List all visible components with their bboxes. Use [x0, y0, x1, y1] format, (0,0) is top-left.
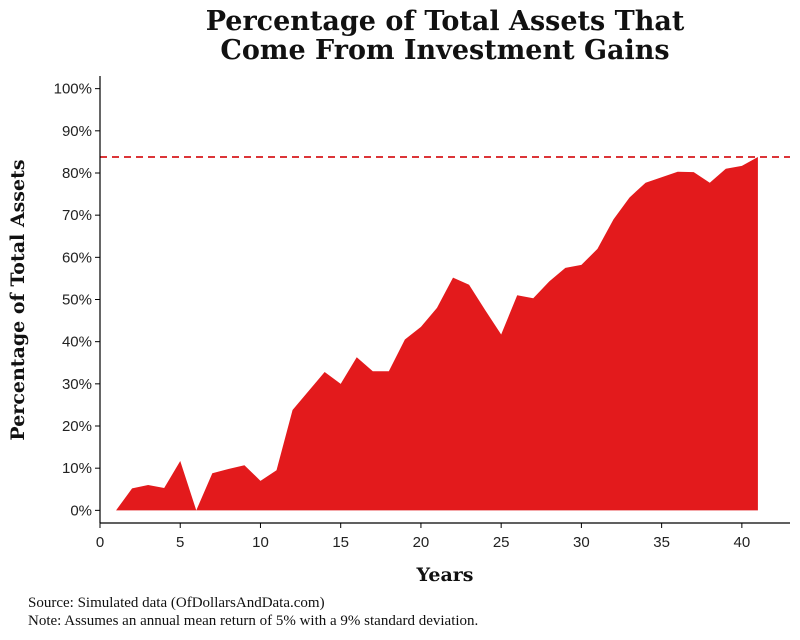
x-tick-label: 20	[413, 534, 430, 551]
y-tick-label: 10%	[62, 460, 92, 477]
y-tick-label: 80%	[62, 165, 92, 182]
chart-title-line-1: Percentage of Total Assets That	[206, 6, 685, 37]
x-axis-ticks: 0 5 10 15 20 25 30 35 40	[96, 523, 750, 551]
plot-area	[100, 156, 790, 511]
x-tick-label: 0	[96, 534, 104, 551]
y-tick-label: 0%	[70, 502, 92, 519]
x-tick-label: 5	[176, 534, 184, 551]
chart-title-line-2: Come From Investment Gains	[220, 35, 669, 66]
y-tick-label: 30%	[62, 376, 92, 393]
x-tick-label: 10	[252, 534, 269, 551]
y-tick-label: 90%	[62, 123, 92, 140]
y-tick-label: 20%	[62, 418, 92, 435]
y-axis-ticks: 0% 10% 20% 30% 40% 50% 60% 70% 80% 90% 100%	[54, 81, 100, 519]
x-tick-label: 40	[734, 534, 751, 551]
x-tick-label: 25	[493, 534, 510, 551]
y-tick-label: 60%	[62, 249, 92, 266]
source-caption: Source: Simulated data (OfDollarsAndData…	[28, 595, 325, 611]
area-series	[116, 156, 758, 511]
y-tick-label: 70%	[62, 207, 92, 224]
y-tick-label: 50%	[62, 292, 92, 309]
y-tick-label: 40%	[62, 334, 92, 351]
x-tick-label: 30	[573, 534, 590, 551]
x-tick-label: 35	[653, 534, 670, 551]
x-axis-title: Years	[415, 564, 473, 586]
note-caption: Note: Assumes an annual mean return of 5…	[28, 613, 478, 629]
x-tick-label: 15	[332, 534, 349, 551]
y-axis-title: Percentage of Total Assets	[7, 159, 29, 440]
y-tick-label: 100%	[54, 81, 92, 98]
